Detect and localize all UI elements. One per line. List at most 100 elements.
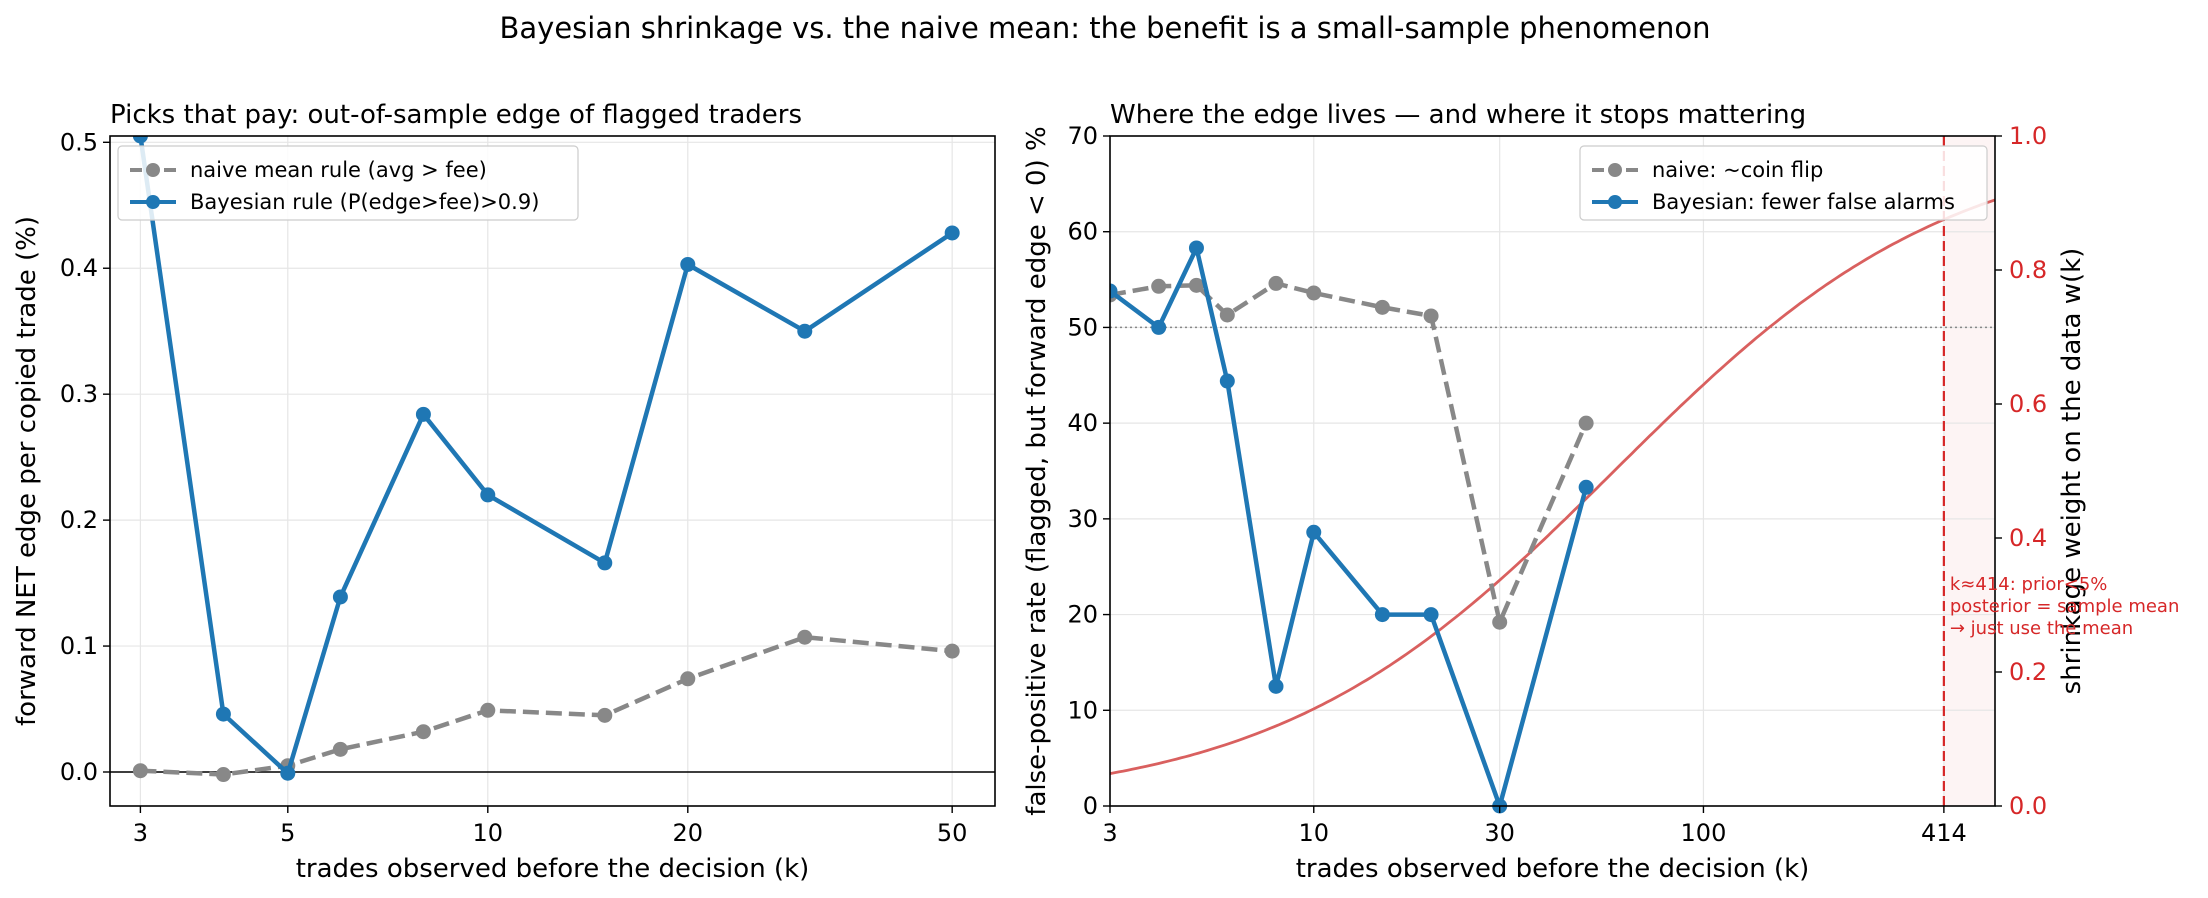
left-grid xyxy=(110,136,995,806)
naive-data-point xyxy=(415,724,431,740)
bayes-data-point xyxy=(280,765,296,781)
left-legend-naive-label: naive mean rule (avg > fee) xyxy=(190,158,487,182)
annotation-line-2: posterior = sample mean xyxy=(1950,596,2180,617)
right-chart-title: Where the edge lives — and where it stop… xyxy=(1110,100,1806,130)
right-y-axis-label: false-positive rate (flagged, but forwar… xyxy=(1022,126,1052,815)
y-tick-label: 40 xyxy=(1067,409,1098,437)
bayes-data-point xyxy=(597,555,613,571)
y2-tick-label: 0.8 xyxy=(2009,256,2047,284)
left-plot-frame xyxy=(109,135,996,807)
y-tick-label: 0 xyxy=(1083,792,1098,820)
bayes-data-point xyxy=(215,706,231,722)
naive-data-point xyxy=(797,629,813,645)
right-series-layer xyxy=(1110,240,1594,814)
x-tick-label: 3 xyxy=(133,819,148,847)
right-y-ticks: 0 10 20 30 40 50 60 70 xyxy=(1067,122,1110,820)
y2-tick-label: 0.4 xyxy=(2009,524,2047,552)
left-x-axis-label: trades observed before the decision (k) xyxy=(296,854,810,884)
naive-series-line xyxy=(1110,281,1589,625)
bayes-data-point xyxy=(1151,319,1167,335)
annotation-line-3: → just use the mean xyxy=(1950,618,2133,639)
left-chart: 3 5 10 20 50 0.0 0.1 0.2 0.3 0.4 0.5 Picks that p… xyxy=(12,100,996,884)
naive-data-point xyxy=(1423,308,1439,324)
y-tick-label: 0.3 xyxy=(60,380,98,408)
bayes-data-point xyxy=(1110,283,1118,299)
right-legend-naive-marker xyxy=(1608,163,1622,177)
bayes-series-line xyxy=(138,136,954,776)
y-tick-label: 0.1 xyxy=(60,632,98,660)
y-tick-label: 60 xyxy=(1067,218,1098,246)
right-legend-entry-naive: naive: ~coin flip xyxy=(1592,158,1823,182)
y2-tick-label: 0.0 xyxy=(2009,792,2047,820)
right-legend-naive-label: naive: ~coin flip xyxy=(1652,158,1823,182)
naive-data-point xyxy=(1374,299,1390,315)
left-series-layer xyxy=(132,136,960,783)
bayes-data-point xyxy=(332,589,348,605)
x-tick-label: 30 xyxy=(1484,819,1515,847)
bayes-data-point xyxy=(1306,524,1322,540)
naive-data-point xyxy=(1578,415,1594,431)
left-legend-bayes-label: Bayesian rule (P(edge>fee)>0.9) xyxy=(190,190,539,214)
naive-data-point xyxy=(215,767,231,783)
y-tick-label: 0.0 xyxy=(60,758,98,786)
naive-data-point xyxy=(680,671,696,687)
bayes-data-point xyxy=(680,256,696,272)
left-y-axis-label: forward NET edge per copied trade (%) xyxy=(12,216,42,726)
naive-data-point xyxy=(1268,275,1284,291)
y-tick-label: 20 xyxy=(1067,601,1098,629)
left-legend-entry-naive: naive mean rule (avg > fee) xyxy=(130,158,487,182)
x-tick-label: 10 xyxy=(473,819,504,847)
bayes-data-point xyxy=(132,136,148,144)
x-tick-label: 3 xyxy=(1102,819,1117,847)
right-legend-entry-bayes: Bayesian: fewer false alarms xyxy=(1592,190,1955,214)
right-legend: naive: ~coin flip Bayesian: fewer false … xyxy=(1579,145,1988,221)
naive-data-point xyxy=(132,763,148,779)
annotation-line-1: k≈414: prior<5% xyxy=(1950,574,2108,595)
x-tick-label: 10 xyxy=(1298,819,1329,847)
naive-data-point xyxy=(597,707,613,723)
right-plot-frame xyxy=(1109,135,1996,807)
y-tick-label: 70 xyxy=(1067,122,1098,150)
naive-data-point xyxy=(1219,307,1235,323)
left-legend-bayes-marker xyxy=(146,195,160,209)
right-secondary-y-axis-label: shrinkage weight on the data w(k) xyxy=(2057,248,2087,695)
bayes-data-point xyxy=(1423,607,1439,623)
x-tick-label: 50 xyxy=(937,819,968,847)
left-legend-naive-marker xyxy=(146,163,160,177)
bayes-data-point xyxy=(797,323,813,339)
left-chart-title: Picks that pay: out-of-sample edge of fl… xyxy=(110,100,802,130)
right-x-ticks: 3 10 30 100 414 xyxy=(1102,806,1967,847)
bayes-series-line xyxy=(1110,245,1589,809)
right-weight-curve-layer xyxy=(1109,198,1996,775)
naive-data-point xyxy=(1492,614,1508,630)
figure-suptitle: Bayesian shrinkage vs. the naive mean: t… xyxy=(500,11,1711,45)
bayes-data-point xyxy=(415,406,431,422)
bayes-data-point xyxy=(1268,678,1284,694)
x-tick-label: 414 xyxy=(1921,819,1967,847)
right-legend-box xyxy=(1579,145,1988,221)
right-shaded-region xyxy=(1943,136,1995,806)
right-secondary-y-ticks: 0.0 0.2 0.4 0.6 0.8 1.0 xyxy=(1995,122,2047,820)
y-tick-label: 0.2 xyxy=(60,506,98,534)
naive-series-line xyxy=(140,634,953,777)
left-legend-box xyxy=(117,145,579,221)
y2-tick-label: 0.2 xyxy=(2009,658,2047,686)
naive-data-point xyxy=(944,643,960,659)
left-legend-entry-bayes: Bayesian rule (P(edge>fee)>0.9) xyxy=(130,190,539,214)
left-legend: naive mean rule (avg > fee) Bayesian rul… xyxy=(117,145,579,221)
x-tick-label: 5 xyxy=(280,819,295,847)
weight-curve xyxy=(1109,198,1996,775)
naive-data-point xyxy=(480,702,496,718)
x-tick-label: 20 xyxy=(673,819,704,847)
y2-tick-label: 1.0 xyxy=(2009,122,2047,150)
y-tick-label: 0.5 xyxy=(60,128,98,156)
bayes-data-point xyxy=(1578,479,1594,495)
bayes-data-point xyxy=(1219,373,1235,389)
y-tick-label: 10 xyxy=(1067,696,1098,724)
right-legend-bayes-label: Bayesian: fewer false alarms xyxy=(1652,190,1955,214)
y-tick-label: 30 xyxy=(1067,505,1098,533)
bayes-data-point xyxy=(944,225,960,241)
y2-tick-label: 0.6 xyxy=(2009,390,2047,418)
naive-data-point xyxy=(332,741,348,757)
